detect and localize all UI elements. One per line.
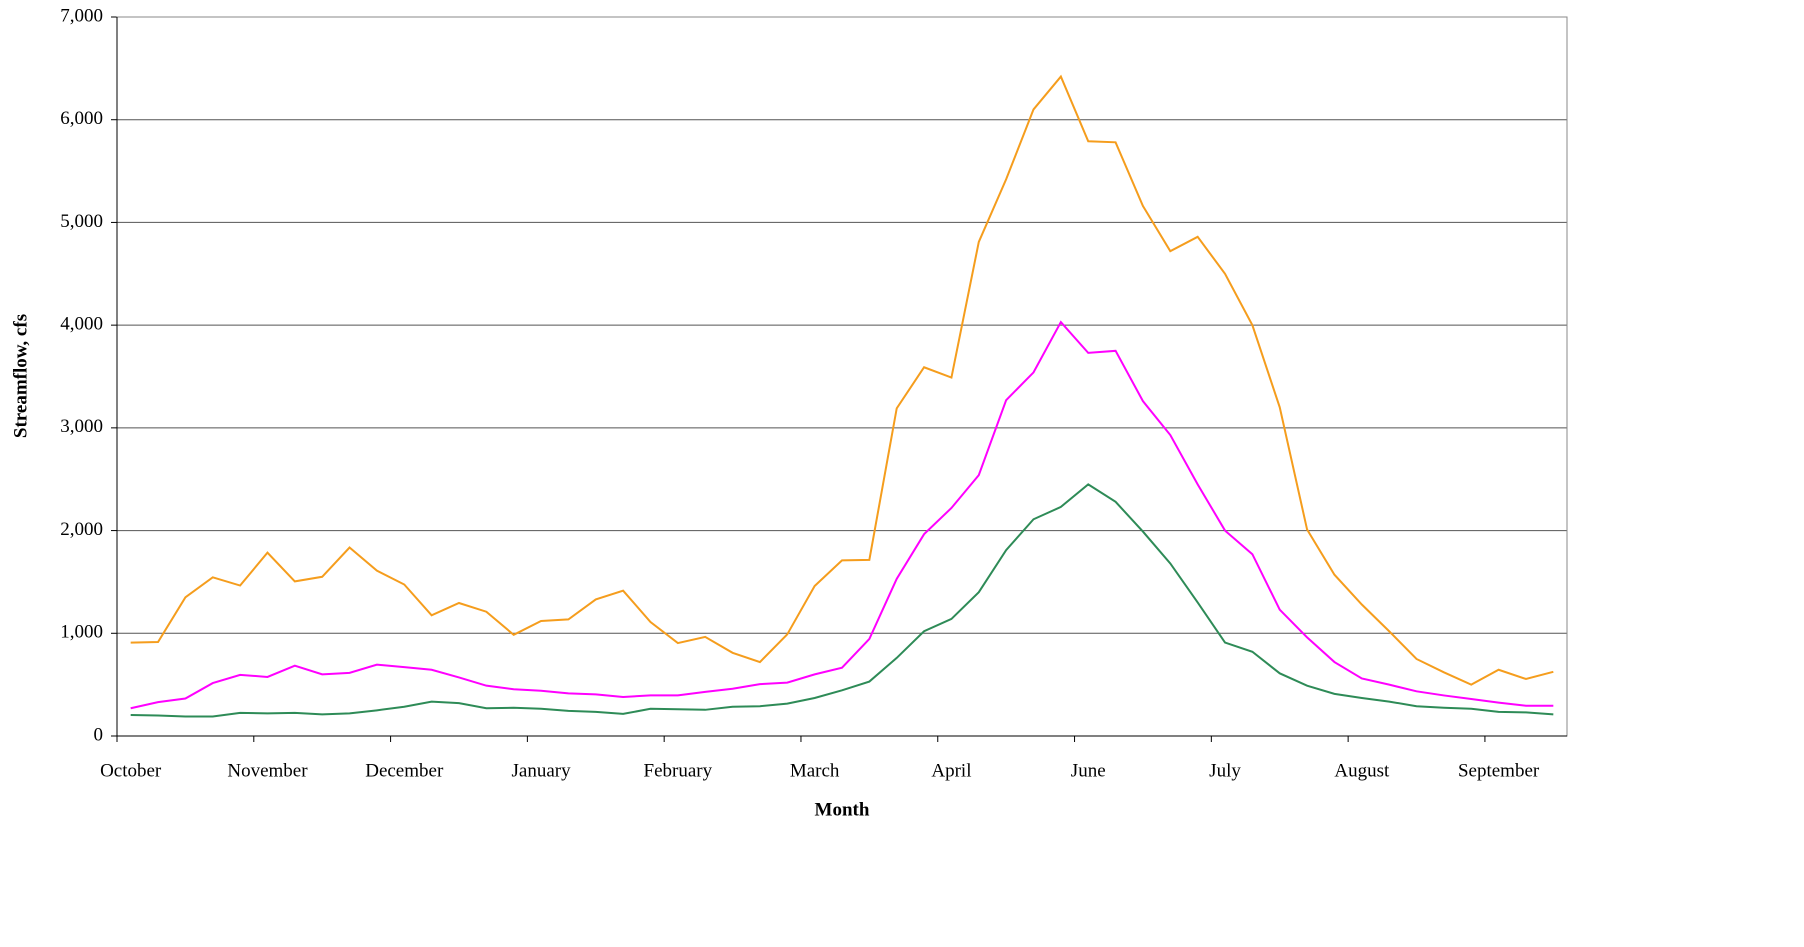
- x-tick-label: January: [512, 760, 572, 781]
- x-tick-label: August: [1334, 760, 1390, 781]
- x-tick-label: February: [644, 760, 713, 781]
- x-tick-label: July: [1209, 760, 1241, 781]
- y-tick-label: 5,000: [60, 211, 103, 232]
- x-tick-label: November: [227, 760, 308, 781]
- x-tick-label: September: [1458, 760, 1540, 781]
- series-line: [130, 320, 1554, 710]
- y-tick-label: 0: [94, 724, 104, 745]
- y-tick-label: 3,000: [60, 416, 103, 437]
- series-line: [130, 483, 1554, 718]
- y-tick-label: 7,000: [60, 5, 103, 26]
- y-tick-label: 6,000: [60, 108, 103, 129]
- y-tick-label: 2,000: [60, 519, 103, 540]
- y-tick-label: 4,000: [60, 314, 103, 335]
- y-tick-label: 1,000: [60, 622, 103, 643]
- series-line: [130, 74, 1554, 686]
- x-tick-label: March: [790, 760, 840, 781]
- x-tick-label: October: [100, 760, 162, 781]
- x-axis-title: Month: [815, 799, 870, 820]
- x-tick-label: June: [1071, 760, 1106, 781]
- x-tick-label: December: [365, 760, 444, 781]
- plot-frame: [116, 16, 1568, 737]
- y-axis-title: Streamflow, cfs: [10, 314, 31, 438]
- x-tick-label: April: [931, 760, 971, 781]
